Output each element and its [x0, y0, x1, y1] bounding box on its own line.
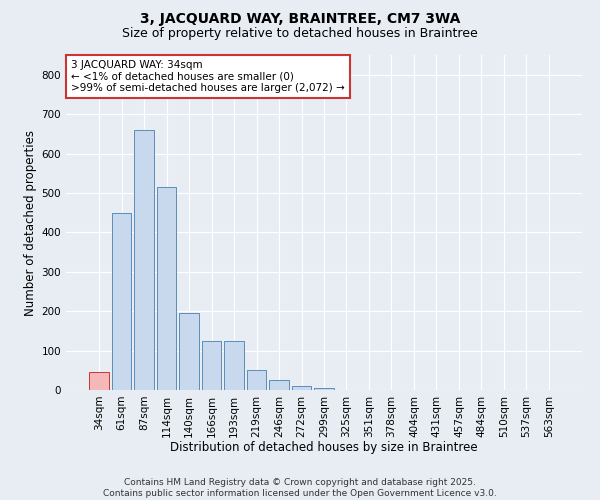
- Bar: [112, 212, 131, 390]
- Y-axis label: Number of detached properties: Number of detached properties: [25, 130, 37, 316]
- Bar: [314, 388, 334, 390]
- Bar: [134, 130, 154, 390]
- Bar: [292, 386, 311, 390]
- Bar: [269, 380, 289, 390]
- Text: Size of property relative to detached houses in Braintree: Size of property relative to detached ho…: [122, 28, 478, 40]
- Bar: [179, 313, 199, 390]
- Text: 3, JACQUARD WAY, BRAINTREE, CM7 3WA: 3, JACQUARD WAY, BRAINTREE, CM7 3WA: [140, 12, 460, 26]
- X-axis label: Distribution of detached houses by size in Braintree: Distribution of detached houses by size …: [170, 441, 478, 454]
- Bar: [224, 340, 244, 390]
- Bar: [247, 370, 266, 390]
- Bar: [157, 187, 176, 390]
- Bar: [202, 340, 221, 390]
- Text: 3 JACQUARD WAY: 34sqm
← <1% of detached houses are smaller (0)
>99% of semi-deta: 3 JACQUARD WAY: 34sqm ← <1% of detached …: [71, 60, 345, 93]
- Text: Contains HM Land Registry data © Crown copyright and database right 2025.
Contai: Contains HM Land Registry data © Crown c…: [103, 478, 497, 498]
- Bar: [89, 372, 109, 390]
